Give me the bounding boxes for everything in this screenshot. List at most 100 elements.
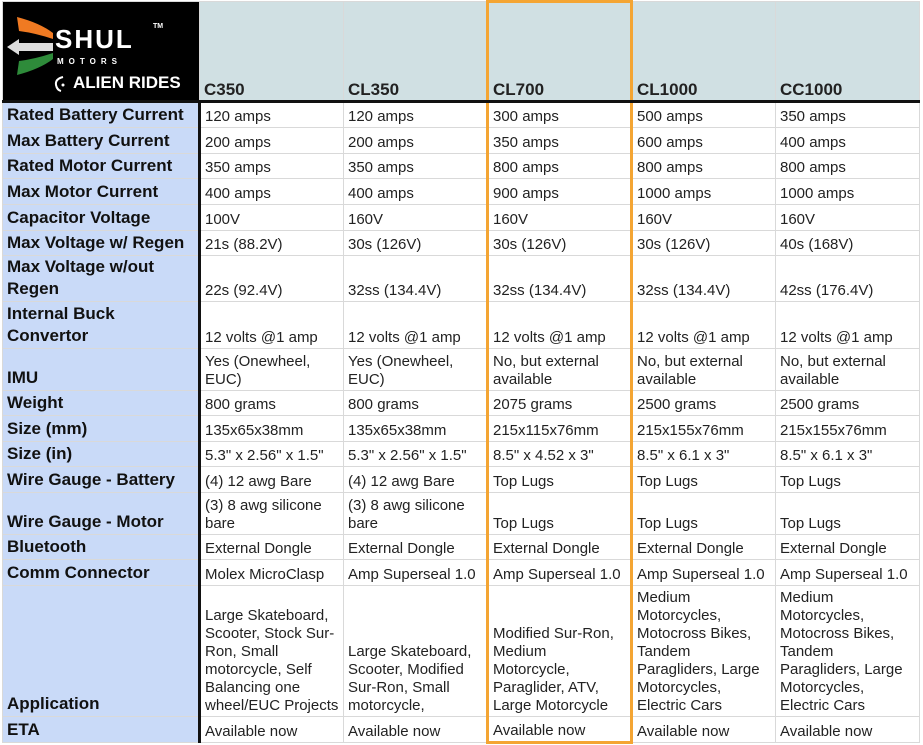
table-cell[interactable]: 2500 grams bbox=[631, 390, 776, 416]
table-cell[interactable]: 400 amps bbox=[775, 127, 920, 154]
header-row: SHUL TM MOTORS ALIEN RIDES C350 CL350 CL70… bbox=[2, 0, 920, 103]
table-cell[interactable]: 120 amps bbox=[199, 101, 344, 128]
table-cell[interactable]: 200 amps bbox=[199, 127, 344, 154]
table-cell[interactable]: 200 amps bbox=[343, 127, 488, 154]
table-cell[interactable]: 40s (168V) bbox=[775, 230, 920, 256]
table-cell[interactable]: 12 volts @1 amp bbox=[631, 301, 776, 349]
table-cell[interactable]: No, but external available bbox=[631, 348, 776, 391]
table-cell[interactable]: 2075 grams bbox=[486, 390, 633, 416]
table-cell[interactable]: 1000 amps bbox=[775, 178, 920, 205]
table-cell[interactable]: (4) 12 awg Bare bbox=[343, 466, 488, 493]
table-cell[interactable]: Amp Superseal 1.0 bbox=[486, 559, 633, 586]
table-cell[interactable]: (3) 8 awg silicone bare bbox=[343, 492, 488, 535]
table-cell[interactable]: Amp Superseal 1.0 bbox=[775, 559, 920, 586]
table-cell[interactable]: Available now bbox=[199, 716, 344, 743]
table-cell[interactable]: 160V bbox=[631, 204, 776, 231]
table-cell[interactable]: Amp Superseal 1.0 bbox=[631, 559, 776, 586]
table-cell[interactable]: 300 amps bbox=[486, 101, 633, 128]
table-cell[interactable]: 5.3" x 2.56" x 1.5" bbox=[199, 441, 344, 467]
table-cell[interactable]: External Dongle bbox=[199, 534, 344, 560]
table-cell[interactable]: 160V bbox=[775, 204, 920, 231]
table-cell[interactable]: (3) 8 awg silicone bare bbox=[199, 492, 344, 535]
table-cell[interactable]: 12 volts @1 amp bbox=[343, 301, 488, 349]
table-cell[interactable]: 21s (88.2V) bbox=[199, 230, 344, 256]
table-cell[interactable]: 900 amps bbox=[486, 178, 633, 205]
table-cell[interactable]: 160V bbox=[486, 204, 633, 231]
table-cell[interactable]: Top Lugs bbox=[775, 492, 920, 535]
table-cell[interactable]: 12 volts @1 amp bbox=[486, 301, 633, 349]
table-cell[interactable]: No, but external available bbox=[486, 348, 633, 391]
table-cell[interactable]: Top Lugs bbox=[486, 492, 633, 535]
table-cell[interactable]: 100V bbox=[199, 204, 344, 231]
table-cell[interactable]: 5.3" x 2.56" x 1.5" bbox=[343, 441, 488, 467]
table-cell[interactable]: Amp Superseal 1.0 bbox=[343, 559, 488, 586]
table-cell[interactable]: 800 amps bbox=[631, 153, 776, 179]
table-cell[interactable]: 350 amps bbox=[199, 153, 344, 179]
table-cell[interactable]: 32ss (134.4V) bbox=[343, 255, 488, 302]
table-cell[interactable]: 30s (126V) bbox=[486, 230, 633, 256]
table-cell[interactable]: Yes (Onewheel, EUC) bbox=[343, 348, 488, 391]
table-cell[interactable]: 32ss (134.4V) bbox=[631, 255, 776, 302]
table-cell[interactable]: 350 amps bbox=[343, 153, 488, 179]
table-cell[interactable]: 30s (126V) bbox=[631, 230, 776, 256]
row-label: Wire Gauge - Motor bbox=[2, 492, 201, 535]
shul-motors-logo: SHUL TM MOTORS ALIEN RIDES bbox=[4, 3, 199, 99]
table-cell[interactable]: Available now bbox=[486, 716, 633, 744]
table-cell[interactable]: 120 amps bbox=[343, 101, 488, 128]
table-cell[interactable]: External Dongle bbox=[486, 534, 633, 560]
table-cell[interactable]: 350 amps bbox=[486, 127, 633, 154]
table-cell[interactable]: 160V bbox=[343, 204, 488, 231]
table-cell[interactable]: 8.5" x 6.1 x 3" bbox=[631, 441, 776, 467]
table-cell[interactable]: 400 amps bbox=[199, 178, 344, 205]
table-cell[interactable]: 32ss (134.4V) bbox=[486, 255, 633, 302]
table-cell[interactable]: Large Skateboard, Scooter, Stock Sur-Ron… bbox=[199, 585, 344, 717]
row-label: Size (in) bbox=[2, 441, 201, 467]
table-cell[interactable]: Available now bbox=[631, 716, 776, 743]
row-label: Max Voltage w/ Regen bbox=[2, 230, 201, 256]
table-cell[interactable]: 135x65x38mm bbox=[199, 415, 344, 442]
table-cell[interactable]: Available now bbox=[343, 716, 488, 743]
table-cell[interactable]: Top Lugs bbox=[775, 466, 920, 493]
table-cell[interactable]: 8.5" x 4.52 x 3" bbox=[486, 441, 633, 467]
table-cell[interactable]: 500 amps bbox=[631, 101, 776, 128]
table-cell[interactable]: 215x115x76mm bbox=[486, 415, 633, 442]
table-cell[interactable]: 2500 grams bbox=[775, 390, 920, 416]
table-cell[interactable]: 22s (92.4V) bbox=[199, 255, 344, 302]
table-cell[interactable]: 8.5" x 6.1 x 3" bbox=[775, 441, 920, 467]
table-cell[interactable]: External Dongle bbox=[343, 534, 488, 560]
row-label: Bluetooth bbox=[2, 534, 201, 560]
table-cell[interactable]: 12 volts @1 amp bbox=[199, 301, 344, 349]
row-label: Weight bbox=[2, 390, 201, 416]
table-cell[interactable]: 215x155x76mm bbox=[631, 415, 776, 442]
table-cell[interactable]: Large Skateboard, Scooter, Modified Sur-… bbox=[343, 585, 488, 717]
table-cell[interactable]: 215x155x76mm bbox=[775, 415, 920, 442]
table-cell[interactable]: (4) 12 awg Bare bbox=[199, 466, 344, 493]
table-cell[interactable]: Top Lugs bbox=[486, 466, 633, 493]
table-cell[interactable]: Medium Motorcycles, Motocross Bikes, Tan… bbox=[631, 585, 776, 717]
logo-brand: SHUL bbox=[55, 24, 134, 54]
table-cell[interactable]: Top Lugs bbox=[631, 466, 776, 493]
table-cell[interactable]: Available now bbox=[775, 716, 920, 743]
table-cell[interactable]: External Dongle bbox=[631, 534, 776, 560]
table-cell[interactable]: Medium Motorcycles, Motocross Bikes, Tan… bbox=[775, 585, 920, 717]
table-cell[interactable]: 800 amps bbox=[486, 153, 633, 179]
table-cell[interactable]: Yes (Onewheel, EUC) bbox=[199, 348, 344, 391]
table-cell[interactable]: 800 grams bbox=[343, 390, 488, 416]
table-cell[interactable]: 400 amps bbox=[343, 178, 488, 205]
table-cell[interactable]: 12 volts @1 amp bbox=[775, 301, 920, 349]
table-cell[interactable]: External Dongle bbox=[775, 534, 920, 560]
table-cell[interactable]: 1000 amps bbox=[631, 178, 776, 205]
table-row: Max Battery Current 200 amps 200 amps 350 a… bbox=[2, 127, 920, 154]
row-label: Capacitor Voltage bbox=[2, 204, 201, 231]
table-cell[interactable]: 42ss (176.4V) bbox=[775, 255, 920, 302]
table-cell[interactable]: 30s (126V) bbox=[343, 230, 488, 256]
table-cell[interactable]: 800 amps bbox=[775, 153, 920, 179]
table-cell[interactable]: Molex MicroClasp bbox=[199, 559, 344, 586]
table-cell[interactable]: Top Lugs bbox=[631, 492, 776, 535]
table-cell[interactable]: No, but external available bbox=[775, 348, 920, 391]
table-cell[interactable]: Modified Sur-Ron, Medium Motorcycle, Par… bbox=[486, 585, 633, 717]
table-cell[interactable]: 350 amps bbox=[775, 101, 920, 128]
table-cell[interactable]: 800 grams bbox=[199, 390, 344, 416]
table-cell[interactable]: 135x65x38mm bbox=[343, 415, 488, 442]
table-cell[interactable]: 600 amps bbox=[631, 127, 776, 154]
